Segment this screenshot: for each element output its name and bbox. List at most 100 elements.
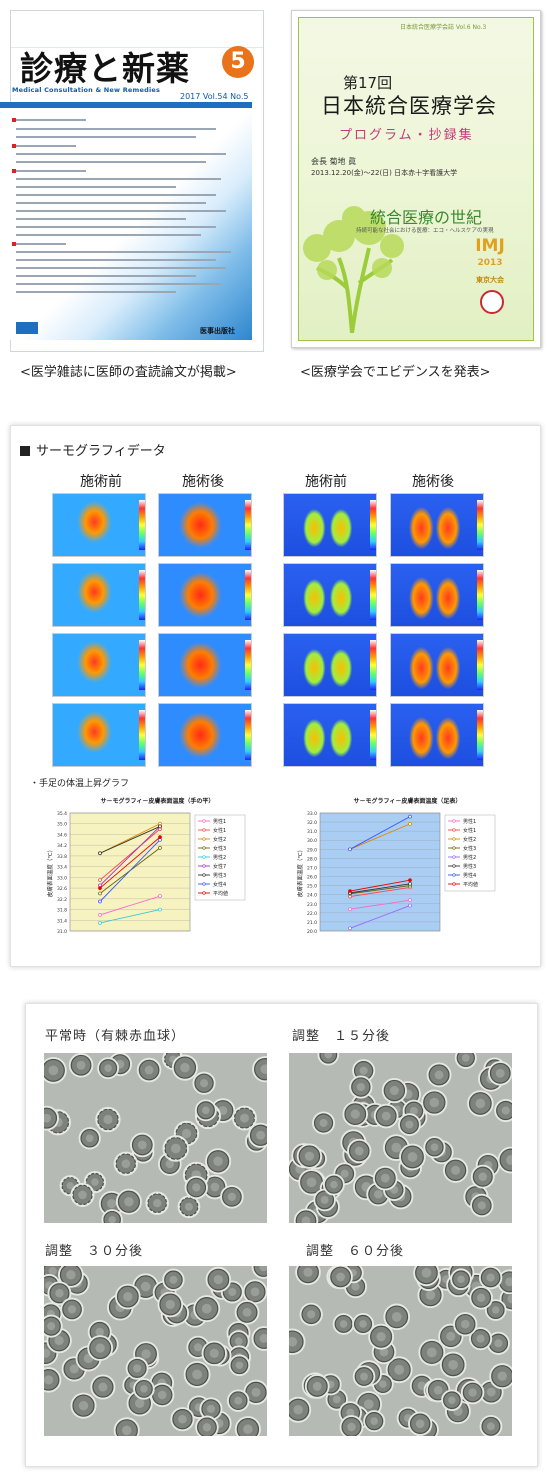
cell-halo (251, 1326, 267, 1351)
legend-marker (202, 837, 206, 841)
cell-center (202, 1423, 212, 1432)
data-point (348, 926, 352, 931)
cell-halo (479, 1414, 503, 1436)
cell-halo (352, 1365, 376, 1388)
cell-halo (125, 1356, 149, 1380)
foot-chart-title: サ－モグラフィ－皮膚表面温度（足表） (353, 798, 462, 805)
cell-center (460, 1319, 470, 1329)
cell-spike (183, 1173, 186, 1177)
cell-center (243, 1424, 253, 1434)
magazine-publisher: 医事出版社 (200, 327, 235, 335)
cell-halo (44, 1340, 59, 1366)
thermo-foot-after-1 (390, 493, 484, 557)
red-blood-cell (499, 1148, 512, 1172)
cell-halo (87, 1335, 114, 1361)
cell-center (356, 1082, 365, 1092)
cell-halo (293, 1208, 319, 1223)
y-tick-label: 21.0 (307, 920, 317, 926)
cell-spike (197, 1205, 201, 1208)
cell-halo (97, 1057, 120, 1080)
cell-spike (233, 1111, 237, 1114)
cell-spike (184, 1153, 188, 1156)
cell-spike (243, 1127, 246, 1131)
cell-center (347, 1422, 356, 1432)
cell-spike (195, 1126, 198, 1130)
cell-spike (133, 1157, 137, 1160)
cell-center (259, 1334, 267, 1343)
cell-center (475, 1098, 486, 1109)
cell-halo (252, 1056, 267, 1083)
cell-center (336, 1272, 345, 1282)
cell-center (44, 1375, 54, 1385)
cell-spike (68, 1121, 71, 1124)
hand-before-heading: 施術前 (80, 474, 122, 490)
y-tick-label: 35.4 (57, 811, 67, 817)
cell-center (98, 1382, 108, 1392)
legend-marker (202, 846, 206, 850)
series-line (99, 825, 161, 854)
cell-halo (220, 1185, 244, 1209)
cell-halo (201, 1340, 227, 1367)
cell-spike (196, 1132, 199, 1135)
cell-halo (398, 1113, 421, 1136)
cell-spike (103, 1180, 106, 1184)
cell-center (141, 1349, 151, 1359)
plot-area (319, 812, 441, 932)
cell-center (169, 1275, 178, 1284)
cell-spike (115, 1167, 118, 1171)
cell-center (55, 1289, 64, 1298)
cell-halo (171, 1054, 198, 1081)
cell-spike (196, 1120, 200, 1124)
cell-spike (168, 1137, 172, 1140)
blood-60min-label: 調整 ６０分後 (306, 1244, 405, 1259)
cell-center (448, 1396, 456, 1404)
thermography-title: サーモグラフィデータ (20, 440, 166, 459)
thermo-foot-after-4 (390, 703, 484, 767)
cell-center (340, 1169, 349, 1178)
series-line (99, 839, 161, 902)
cell-center (234, 1337, 243, 1345)
cell-spike (195, 1137, 198, 1141)
micrograph-60min (289, 1266, 512, 1436)
data-point (98, 921, 102, 925)
cell-halo (299, 1302, 323, 1326)
hand-chart-svg: 35.4 35.0 34.6 34.2 33.8 33.4 33.0 32.6 32.2 31.8… (46, 811, 246, 935)
cell-center (209, 1348, 219, 1358)
cell-spike (76, 1202, 79, 1206)
imj-text: IMJ (475, 236, 505, 256)
data-point (158, 835, 162, 839)
cell-center (491, 1306, 500, 1314)
cell-center (69, 1364, 79, 1374)
program-header: 日本統合医療学会誌 Vol.6 No.3 (400, 24, 487, 31)
cell-halo (170, 1407, 195, 1432)
data-point (408, 822, 412, 826)
cell-spike (62, 1111, 65, 1114)
cell-center (78, 1400, 89, 1411)
cell-spike (190, 1122, 194, 1126)
cell-spike (64, 1192, 67, 1195)
cell-center (193, 1343, 203, 1352)
data-point (348, 907, 352, 912)
cell-halo (399, 1143, 426, 1171)
y-tick-label: 29.0 (307, 847, 317, 853)
cell-spike (112, 1108, 115, 1112)
micrograph-15min (289, 1053, 512, 1223)
cell-spike (88, 1172, 92, 1176)
cell-center (506, 1155, 512, 1165)
cell-spike (119, 1153, 122, 1156)
cell-halo (385, 1356, 413, 1384)
cell-spike (192, 1214, 196, 1217)
legend-marker (452, 864, 456, 868)
cell-spike (174, 1135, 178, 1138)
cell-center (497, 1371, 508, 1381)
cell-center (234, 1396, 243, 1405)
program-edition: 第17回 (343, 74, 393, 92)
cell-halo (484, 1299, 507, 1321)
legend-marker (202, 864, 206, 868)
cell-halo (441, 1389, 463, 1411)
cell-center (409, 1106, 418, 1115)
cell-center (425, 1290, 436, 1300)
cell-center (351, 1282, 360, 1291)
cell-halo (349, 1075, 373, 1099)
cell-halo (312, 1111, 336, 1135)
